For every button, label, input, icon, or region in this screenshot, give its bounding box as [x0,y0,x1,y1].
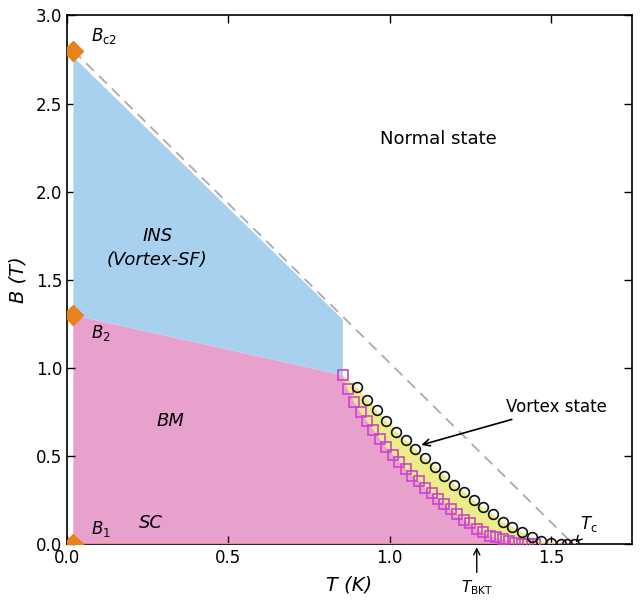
X-axis label: T (K): T (K) [326,576,372,595]
Text: $B_2$: $B_2$ [91,323,111,343]
Text: $B_\mathrm{c2}$: $B_\mathrm{c2}$ [91,27,117,46]
Y-axis label: B (T): B (T) [8,256,28,303]
Polygon shape [74,51,343,375]
Text: Normal state: Normal state [380,130,497,148]
Text: BM: BM [156,412,184,430]
Polygon shape [343,375,573,545]
Text: Vortex state: Vortex state [423,398,607,446]
Text: INS
(Vortex-SF): INS (Vortex-SF) [107,227,207,269]
Text: $T_\mathrm{c}$: $T_\mathrm{c}$ [580,514,598,534]
Text: $B_1$: $B_1$ [91,519,111,538]
Text: $T_\mathrm{BKT}$: $T_\mathrm{BKT}$ [461,549,493,597]
Polygon shape [74,315,535,545]
Text: SC: SC [139,514,163,532]
